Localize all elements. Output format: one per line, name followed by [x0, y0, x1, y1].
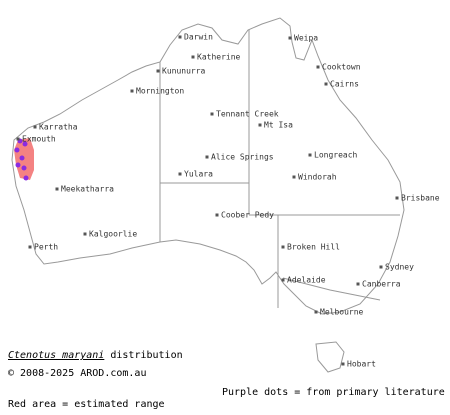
place-label: Canberra — [362, 280, 401, 289]
place-label: Tennant Creek — [216, 110, 279, 119]
place-dot — [205, 155, 209, 159]
place-dot — [292, 175, 296, 179]
place-label: Hobart — [347, 360, 376, 369]
place-dot — [33, 125, 37, 129]
dot — [22, 141, 28, 147]
place-dot — [281, 278, 285, 282]
place-dot — [178, 35, 182, 39]
legend-area: Red area = estimated range — [8, 399, 165, 410]
title-suffix: distribution — [110, 350, 183, 361]
place-label: Melbourne — [320, 308, 364, 317]
literature-dots — [14, 138, 29, 181]
place-label: Darwin — [184, 33, 213, 42]
place-label: Kununurra — [162, 67, 206, 76]
place-dot — [55, 187, 59, 191]
place-label: Exmouth — [22, 135, 56, 144]
place-label: Brisbane — [401, 194, 440, 203]
place-label: Mt Isa — [264, 121, 293, 130]
tasmania — [315, 341, 345, 373]
place-dot — [316, 65, 320, 69]
dot — [15, 162, 21, 168]
place-dot — [215, 213, 219, 217]
place-dot — [178, 172, 182, 176]
place-dot — [308, 153, 312, 157]
place-dot — [324, 82, 328, 86]
place-label: Windorah — [298, 173, 337, 182]
place-dot — [191, 55, 195, 59]
place-dot — [130, 89, 134, 93]
place-label: Sydney — [385, 263, 414, 272]
places: Darwin Weipa Katherine Kununurra Cooktown Cai… — [16, 33, 440, 369]
place-label: Adelaide — [287, 276, 326, 285]
place-label: Alice Springs — [211, 153, 274, 162]
state-borders — [159, 30, 400, 308]
place-dot — [16, 137, 20, 141]
place-dot — [314, 310, 318, 314]
dot — [23, 175, 29, 181]
place-dot — [288, 36, 292, 40]
place-label: Perth — [34, 243, 58, 252]
place-label: Kalgoorlie — [89, 230, 137, 239]
place-label: Mornington — [136, 87, 184, 96]
place-dot — [395, 196, 399, 200]
species-name: Ctenotus maryani — [8, 350, 105, 361]
copyright: © 2008-2025 AROD.com.au — [8, 368, 147, 379]
place-label: Broken Hill — [287, 243, 340, 252]
place-label: Katherine — [197, 53, 241, 62]
caption-title: Ctenotus maryani distribution — [8, 350, 183, 361]
place-label: Karratha — [39, 123, 78, 132]
place-dot — [356, 282, 360, 286]
place-dot — [210, 112, 214, 116]
australia-outline — [11, 17, 405, 315]
place-label: Cooktown — [322, 63, 361, 72]
place-label: Longreach — [314, 151, 358, 160]
legend-dots: Purple dots = from primary literature — [222, 387, 445, 398]
place-dot — [156, 69, 160, 73]
place-dot — [379, 265, 383, 269]
place-dot — [281, 245, 285, 249]
dot — [14, 147, 20, 153]
place-label: Meekatharra — [61, 185, 114, 194]
place-dot — [258, 123, 262, 127]
place-label: Weipa — [294, 34, 318, 43]
place-dot — [83, 232, 87, 236]
place-label: Cairns — [330, 80, 359, 89]
dot — [19, 155, 25, 161]
place-dot — [28, 245, 32, 249]
place-label: Coober Pedy — [221, 211, 274, 220]
place-dot — [341, 362, 345, 366]
place-label: Yulara — [184, 170, 213, 179]
dot — [21, 165, 27, 171]
